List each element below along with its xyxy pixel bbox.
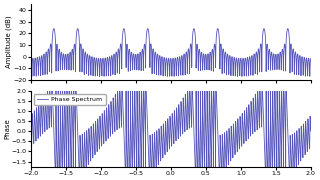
Line: Phase Spectrum: Phase Spectrum (31, 68, 311, 180)
Phase Spectrum (77, 175, 81, 177)
Y-axis label: Amplitude (dB): Amplitude (dB) (5, 16, 12, 68)
Phase Spectrum (198, 67, 202, 69)
Phase Spectrum (304, 121, 308, 123)
Phase Spectrum (274, 114, 277, 116)
Y-axis label: Phase: Phase (4, 118, 10, 139)
Phase Spectrum (29, 130, 33, 132)
Phase Spectrum (136, 130, 140, 132)
Phase Spectrum (148, 141, 152, 143)
Legend: Phase Spectrum: Phase Spectrum (34, 94, 106, 105)
Phase Spectrum (309, 130, 313, 132)
Phase Spectrum (61, 98, 65, 100)
